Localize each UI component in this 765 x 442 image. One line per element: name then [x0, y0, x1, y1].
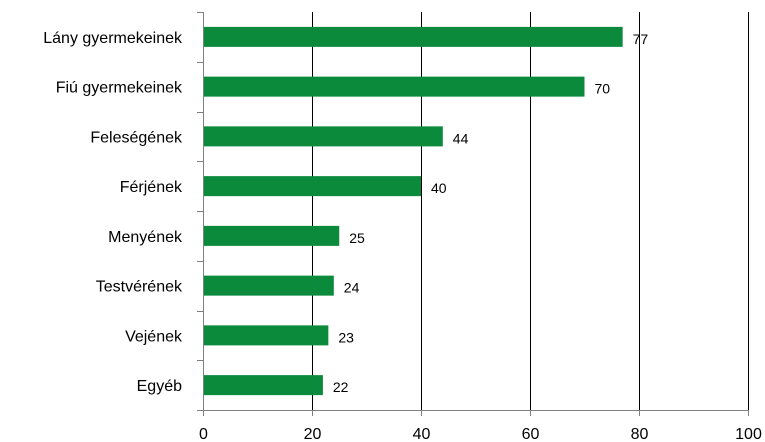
bar-1	[204, 76, 585, 97]
x-tick-label-60: 60	[522, 426, 540, 442]
category-label-5: Testvérének	[96, 279, 183, 296]
axes	[197, 12, 749, 416]
data-label-3: 40	[431, 180, 447, 196]
bar-2	[204, 126, 443, 147]
category-label-2: Feleségének	[90, 129, 183, 146]
data-label-2: 44	[453, 130, 469, 146]
category-label-7: Egyéb	[137, 378, 182, 395]
x-tick-label-100: 100	[735, 426, 762, 442]
bar-6	[204, 325, 329, 346]
x-tick-label-40: 40	[413, 426, 431, 442]
data-label-1: 70	[595, 81, 611, 97]
x-tick-label-0: 0	[199, 426, 208, 442]
bars	[204, 26, 623, 396]
data-label-5: 24	[344, 280, 360, 296]
category-label-0: Lány gyermekeinek	[43, 30, 183, 47]
x-tick-label-20: 20	[304, 426, 322, 442]
bar-7	[204, 375, 323, 396]
data-label-4: 25	[349, 230, 365, 246]
category-label-4: Menyének	[108, 229, 183, 246]
data-label-0: 77	[633, 31, 649, 47]
x-tick-label-80: 80	[631, 426, 649, 442]
category-label-6: Vejének	[125, 328, 183, 345]
category-label-3: Férjének	[120, 179, 183, 196]
bar-3	[204, 176, 421, 197]
labels: 0 20 40 60 80 100 Lány gyermekeinek 77 Fiú gyerm…	[43, 30, 762, 442]
data-label-7: 22	[333, 379, 349, 395]
bar-4	[204, 225, 340, 246]
gridlines	[312, 12, 749, 410]
bar-5	[204, 275, 334, 296]
category-label-1: Fiú gyermekeinek	[56, 80, 183, 97]
bar-0	[204, 26, 623, 47]
data-label-6: 23	[338, 329, 354, 345]
